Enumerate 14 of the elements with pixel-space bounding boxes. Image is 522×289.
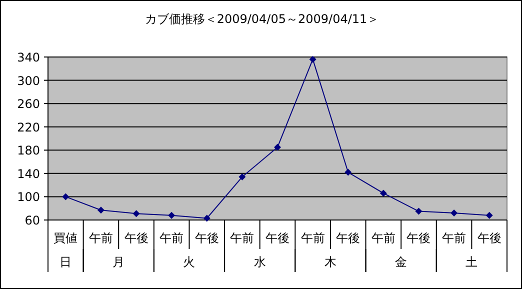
point: [274, 144, 281, 151]
point: [62, 193, 70, 200]
point: [168, 212, 176, 219]
point: [132, 210, 140, 218]
point: [97, 206, 104, 214]
point: [203, 214, 210, 222]
point: [450, 210, 458, 217]
point: [309, 56, 316, 63]
point: [486, 212, 493, 219]
point: [238, 173, 246, 180]
point: [415, 208, 422, 215]
point: [380, 190, 387, 197]
title: カブ価推移＜2009/04/05～2009/04/11＞: [144, 12, 380, 26]
point: [344, 168, 352, 176]
